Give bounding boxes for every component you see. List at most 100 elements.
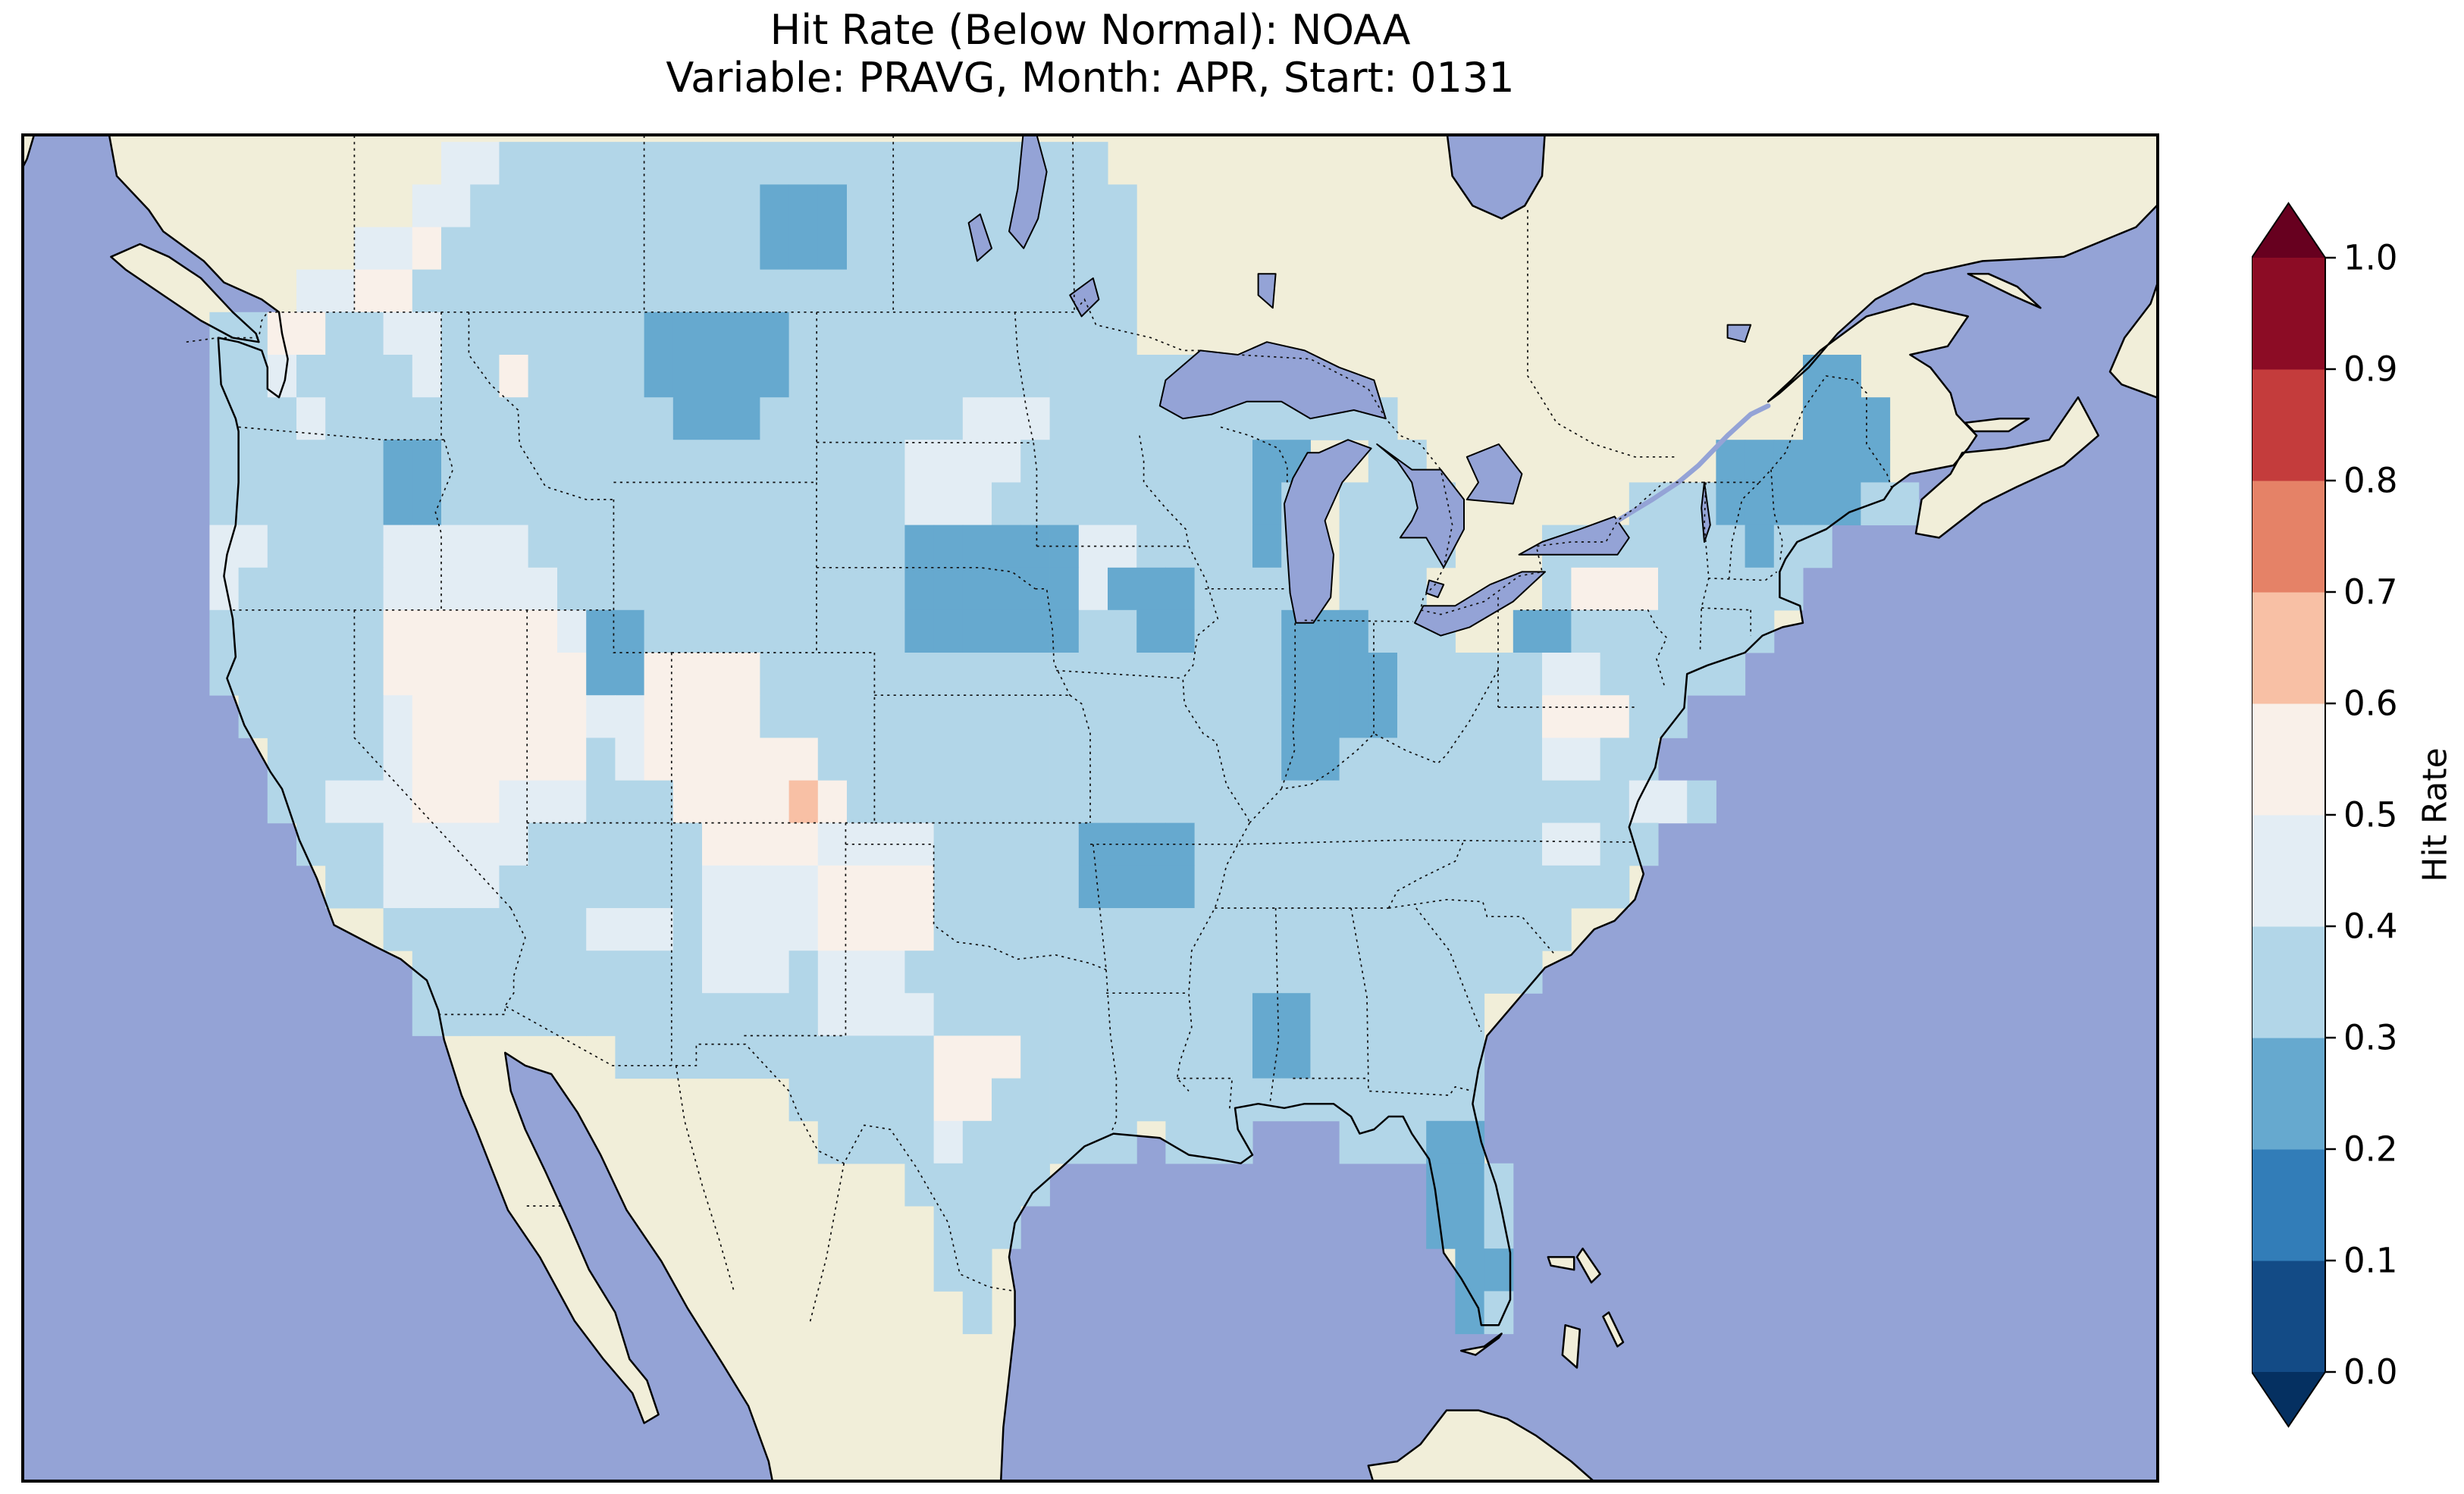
hit-rate-cell bbox=[1455, 993, 1485, 1036]
hit-rate-cell bbox=[1165, 525, 1196, 568]
hit-rate-cell bbox=[876, 440, 905, 483]
hit-rate-cell bbox=[296, 525, 326, 568]
hit-rate-cell bbox=[1658, 525, 1688, 568]
hit-rate-cell bbox=[238, 440, 268, 483]
hit-rate-cell bbox=[528, 525, 558, 568]
hit-rate-cell bbox=[1571, 567, 1601, 611]
hit-rate-cell bbox=[354, 269, 384, 313]
hit-rate-cell bbox=[1049, 1120, 1080, 1164]
hit-rate-cell bbox=[412, 653, 442, 696]
hit-rate-cell bbox=[1716, 653, 1746, 696]
hit-rate-cell bbox=[1455, 865, 1485, 909]
hit-rate-cell bbox=[1455, 653, 1485, 696]
hit-rate-cell bbox=[904, 269, 935, 313]
hit-rate-cell bbox=[817, 227, 848, 271]
hit-rate-cell bbox=[847, 184, 876, 228]
hit-rate-cell bbox=[992, 993, 1021, 1036]
hit-rate-cell bbox=[904, 142, 935, 185]
political-border bbox=[1069, 694, 1091, 823]
hit-rate-cell bbox=[499, 567, 529, 611]
hit-rate-cell bbox=[499, 142, 529, 185]
hit-rate-cell bbox=[1281, 738, 1311, 781]
hit-rate-cell bbox=[1484, 780, 1514, 824]
hit-rate-cell bbox=[615, 951, 645, 994]
hit-rate-cell bbox=[933, 440, 964, 483]
hit-rate-cell bbox=[615, 865, 645, 909]
landmass bbox=[2110, 277, 2159, 399]
hit-rate-cell bbox=[412, 440, 442, 483]
political-border bbox=[1728, 481, 1760, 580]
hit-rate-cell bbox=[1165, 440, 1196, 483]
hit-rate-cell bbox=[1600, 567, 1630, 611]
hit-rate-cell bbox=[441, 780, 471, 824]
colorbar-segment bbox=[2252, 1038, 2325, 1150]
hit-rate-cell bbox=[1049, 653, 1080, 696]
political-border bbox=[468, 312, 614, 500]
hit-rate-cell bbox=[441, 227, 471, 271]
hit-rate-cell bbox=[383, 609, 413, 653]
hit-rate-cell bbox=[1571, 822, 1601, 866]
hit-rate-cell bbox=[1108, 440, 1137, 483]
hit-rate-cell bbox=[441, 142, 471, 185]
hit-rate-cell bbox=[383, 780, 413, 824]
hit-rate-cell bbox=[1194, 780, 1224, 824]
hit-rate-cell bbox=[615, 269, 645, 313]
hit-rate-cell bbox=[557, 653, 587, 696]
hit-rate-cell bbox=[383, 312, 413, 355]
hit-rate-cell bbox=[702, 440, 732, 483]
hit-rate-cell bbox=[1397, 567, 1427, 611]
hit-rate-cell bbox=[962, 908, 992, 951]
hit-rate-cell bbox=[904, 1078, 935, 1122]
hit-rate-cell bbox=[557, 269, 587, 313]
hit-rate-cell bbox=[1687, 653, 1716, 696]
hit-rate-cell bbox=[847, 567, 876, 611]
hit-rate-cell bbox=[1368, 1120, 1398, 1164]
hit-rate-cell bbox=[1020, 738, 1050, 781]
hit-rate-cell bbox=[1571, 695, 1601, 738]
hit-rate-cell bbox=[412, 780, 442, 824]
hit-rate-cell bbox=[1078, 397, 1108, 440]
hit-rate-cell bbox=[1108, 397, 1137, 440]
hit-rate-cell bbox=[847, 951, 876, 994]
hit-rate-cell bbox=[962, 1206, 992, 1249]
hit-rate-cell bbox=[817, 142, 848, 185]
hit-rate-cell bbox=[1078, 780, 1108, 824]
hit-rate-cell bbox=[586, 951, 616, 994]
hit-rate-cell bbox=[557, 184, 587, 228]
hit-rate-cell bbox=[499, 269, 529, 313]
hit-rate-cell bbox=[1310, 951, 1340, 994]
hit-rate-cell bbox=[1513, 609, 1543, 653]
hit-rate-cell bbox=[528, 865, 558, 909]
hit-rate-cell bbox=[1600, 738, 1630, 781]
hit-rate-cell bbox=[788, 780, 819, 824]
hit-rate-cell bbox=[499, 312, 529, 355]
hit-rate-cell bbox=[1803, 525, 1832, 568]
hit-rate-cell bbox=[1629, 525, 1659, 568]
hit-rate-cell bbox=[557, 738, 587, 781]
hit-rate-cell bbox=[760, 397, 790, 440]
hit-rate-cell bbox=[1600, 865, 1630, 909]
lake bbox=[1008, 133, 1048, 249]
hit-rate-cell bbox=[267, 440, 297, 483]
hit-rate-cell bbox=[586, 567, 616, 611]
hit-rate-cell bbox=[760, 653, 790, 696]
hit-rate-cell bbox=[615, 993, 645, 1036]
hit-rate-cell bbox=[847, 865, 876, 909]
hit-rate-cell bbox=[672, 908, 703, 951]
hit-rate-cell bbox=[644, 142, 674, 185]
political-border bbox=[1304, 619, 1414, 622]
political-border bbox=[1350, 907, 1369, 1079]
colorbar-segment bbox=[2252, 258, 2325, 370]
hit-rate-cell bbox=[470, 440, 500, 483]
hit-rate-cell bbox=[586, 440, 616, 483]
hit-rate-cell bbox=[876, 738, 905, 781]
hit-rate-cell bbox=[1426, 1120, 1456, 1164]
hit-rate-cell bbox=[817, 951, 848, 994]
hit-rate-cell bbox=[760, 738, 790, 781]
hit-rate-cell bbox=[1020, 1078, 1050, 1122]
hit-rate-cell bbox=[586, 993, 616, 1036]
hit-rate-cell bbox=[209, 397, 240, 440]
political-border bbox=[1182, 546, 1251, 823]
political-border bbox=[1033, 443, 1038, 547]
hit-rate-cell bbox=[847, 993, 876, 1036]
